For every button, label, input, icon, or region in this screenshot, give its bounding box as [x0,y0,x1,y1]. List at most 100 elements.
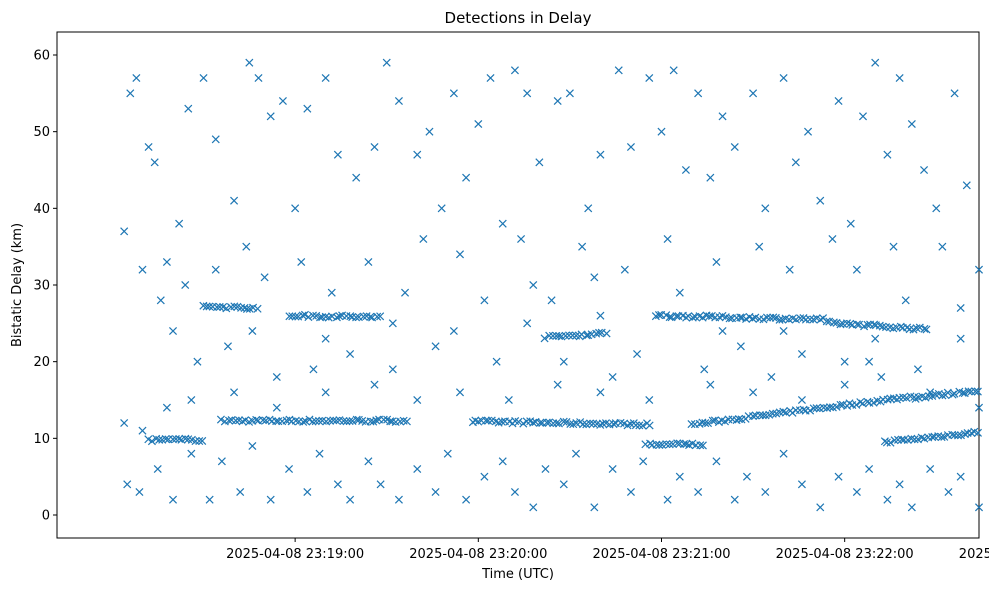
detection-point [198,436,207,445]
detection-point [181,280,190,290]
detection-point [907,503,916,512]
detection-point [345,417,354,426]
detection-point [931,390,940,399]
detection-point [394,495,403,504]
detection-point [687,420,696,429]
detection-point [562,418,571,427]
detection-point [834,96,843,106]
detection-point [694,487,703,497]
detection-point [675,472,684,481]
detection-point [608,372,617,382]
detection-point [602,329,611,338]
detection-point [223,342,232,351]
detection-point [665,440,674,449]
detection-point [419,234,428,244]
detection-point [718,112,727,121]
detection-point [912,324,921,333]
detection-point [950,89,959,98]
detection-point [762,313,771,322]
detection-point [242,304,251,313]
detection-point [120,227,129,236]
detection-point [749,388,758,397]
detection-point [718,326,727,336]
detection-point [162,403,171,412]
detection-point [401,288,410,297]
detection-point [388,319,397,328]
detection-point [724,415,733,424]
y-axis-title: Bistatic Delay (km) [10,223,25,347]
detection-point [913,365,922,374]
detection-point [842,319,852,328]
detection-point [846,319,855,328]
detection-point [974,503,984,512]
detection-point [366,312,375,321]
detection-point [413,464,422,474]
detection-point [698,441,707,450]
detection-point [852,400,861,409]
detection-point [542,418,551,427]
detection-point [242,242,251,251]
detection-point [413,395,422,405]
detection-point [960,389,969,398]
detection-point [364,457,373,466]
detection-point [308,417,317,426]
detection-point [304,313,313,322]
detection-point [598,419,607,428]
detection-point [901,296,910,305]
detection-point [144,142,153,152]
detection-point [191,437,200,446]
detection-point [278,96,287,106]
detection-point [626,487,635,497]
detection-point [195,437,204,446]
detection-point [779,326,788,336]
detection-point [291,416,300,425]
detection-point [370,380,379,389]
detection-point [443,449,452,458]
detection-point [216,415,225,424]
detection-point [761,487,770,497]
detection-point [871,334,880,343]
detection-point [241,416,250,425]
detection-point [596,311,605,320]
detection-point [333,150,342,159]
detection-point [840,357,849,366]
detection-point [541,464,550,474]
detection-point [568,331,577,340]
detection-point [376,312,385,321]
detection-point [540,334,549,343]
detection-point [153,464,162,474]
detection-point [826,403,835,412]
detection-point [299,417,308,426]
detection-point [193,357,202,366]
detection-point [258,416,267,425]
detection-point [645,395,654,405]
detection-point [339,416,348,426]
detection-point [230,302,239,311]
detection-point [855,320,864,329]
detection-point [175,219,184,228]
detection-point [272,417,281,426]
y-tick-label: 0 [42,509,50,524]
detection-point [266,112,275,121]
detection-point [865,464,874,474]
detection-point [161,434,170,444]
detection-point [971,387,980,396]
detection-point [308,311,317,320]
detection-point [960,430,969,439]
detection-point [547,296,556,305]
detection-point [856,398,865,407]
detection-point [168,326,178,336]
plot-area [56,31,984,539]
detection-point [298,311,307,320]
y-tick-label: 10 [33,432,50,447]
detection-point [943,388,952,397]
detection-point [168,435,177,444]
detection-point [797,395,806,405]
detection-point [869,398,878,407]
detection-point [663,234,672,244]
x-tick-label: 2025-04-08 23:23:00 [959,547,989,562]
detection-point [932,204,941,213]
detection-point [590,273,599,282]
detection-point [147,437,156,446]
detection-point [956,303,965,313]
